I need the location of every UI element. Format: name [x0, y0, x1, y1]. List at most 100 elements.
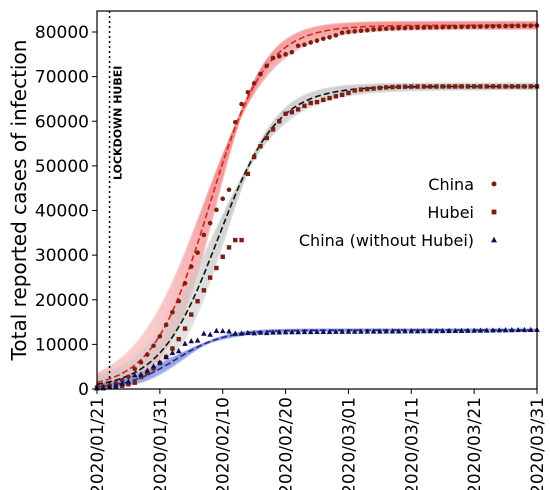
point-hubei	[434, 84, 439, 89]
point-hubei	[509, 84, 515, 89]
point-china	[402, 25, 408, 31]
point-china	[207, 220, 213, 226]
y-axis-title: Total reported cases of infection	[7, 40, 31, 362]
point-hubei	[497, 84, 502, 89]
point-china-without-hubei	[364, 328, 371, 334]
point-china	[509, 23, 515, 29]
point-china	[446, 24, 452, 30]
point-china	[396, 25, 402, 31]
point-china-without-hubei	[314, 328, 320, 335]
point-hubei	[302, 103, 307, 109]
point-hubei	[226, 245, 232, 250]
data-points	[94, 23, 540, 391]
point-china-without-hubei	[238, 330, 245, 336]
point-china	[358, 28, 364, 34]
point-china	[220, 196, 226, 202]
point-china-without-hubei	[276, 329, 283, 335]
point-china-without-hubei	[509, 327, 515, 333]
point-china-without-hubei	[502, 327, 509, 333]
x-axis: 2020/01/21 2020/01/31 2020/02/10 2020/02/20…	[88, 389, 548, 490]
point-china	[459, 24, 464, 30]
point-china-without-hubei	[219, 327, 226, 334]
point-hubei	[321, 97, 326, 103]
point-china	[170, 309, 175, 315]
band-curve-0	[96, 22, 537, 386]
band-curve-0	[96, 21, 537, 388]
point-china	[295, 43, 301, 49]
point-china	[151, 343, 156, 349]
point-hubei	[465, 84, 471, 89]
point-hubei	[421, 84, 427, 89]
point-china-without-hubei	[175, 348, 182, 354]
point-china	[276, 53, 282, 59]
point-china-without-hubei	[377, 328, 383, 334]
point-china	[377, 26, 383, 32]
y-tick-label: 40000	[35, 202, 89, 222]
point-china	[496, 23, 502, 29]
point-hubei	[446, 84, 452, 89]
point-china-without-hubei	[150, 363, 157, 369]
x-tick-label: 2020/01/21	[88, 397, 108, 490]
point-hubei	[339, 92, 345, 98]
point-hubei	[453, 84, 458, 89]
point-hubei	[283, 111, 288, 116]
point-hubei	[346, 90, 351, 96]
x-tick-label: 2020/02/20	[277, 397, 297, 490]
x-tick-label: 2020/03/21	[465, 397, 485, 490]
legend-label: China (without Hubei)	[299, 231, 474, 250]
point-china-without-hubei	[138, 371, 144, 377]
band-curve-0	[96, 22, 537, 387]
point-hubei	[119, 383, 125, 388]
point-hubei	[233, 237, 238, 243]
point-china	[421, 25, 427, 30]
point-china-without-hubei	[182, 340, 188, 346]
point-hubei	[427, 84, 433, 89]
point-china	[465, 24, 471, 30]
band-curve-0	[96, 21, 537, 387]
point-china-without-hubei	[295, 329, 301, 335]
point-china	[314, 38, 320, 43]
point-china-without-hubei	[257, 329, 264, 335]
point-china-without-hubei	[439, 327, 446, 334]
point-china	[308, 40, 314, 45]
point-china	[390, 26, 395, 31]
legend-marker-circle	[491, 181, 497, 187]
point-china-without-hubei	[320, 328, 327, 334]
point-china	[415, 25, 420, 30]
point-hubei	[258, 144, 263, 149]
point-china-without-hubei	[402, 328, 408, 334]
point-hubei	[151, 366, 156, 371]
y-tick-label: 50000	[35, 157, 89, 177]
point-china-without-hubei	[232, 330, 239, 336]
point-hubei	[402, 84, 408, 89]
point-china	[434, 25, 439, 30]
point-hubei	[126, 382, 131, 387]
band-curve-0	[96, 21, 537, 388]
fit-curve-0	[96, 24, 537, 384]
y-tick-label: 30000	[35, 246, 89, 266]
point-china-without-hubei	[527, 326, 534, 332]
point-china-without-hubei	[333, 328, 339, 334]
lockdown-annotation: LOCKDOWN HUBEI	[112, 66, 125, 180]
point-china	[283, 52, 288, 57]
point-hubei	[314, 99, 320, 105]
point-hubei	[289, 109, 295, 115]
point-hubei	[214, 265, 219, 271]
point-china	[214, 207, 219, 213]
point-china-without-hubei	[326, 328, 333, 334]
band-curve-0	[96, 21, 537, 387]
point-china	[126, 374, 131, 380]
point-china-without-hubei	[421, 328, 427, 334]
point-hubei	[138, 374, 144, 380]
point-hubei	[377, 85, 383, 91]
point-hubei	[239, 237, 244, 243]
point-china	[302, 42, 307, 48]
point-hubei	[333, 94, 339, 99]
x-tick-label: 2020/01/31	[151, 397, 171, 490]
point-hubei	[308, 100, 313, 106]
point-hubei	[207, 275, 213, 280]
legend-marker-triangle	[491, 236, 497, 243]
point-hubei	[528, 84, 533, 89]
point-china	[333, 33, 339, 38]
point-china-without-hubei	[496, 327, 503, 333]
